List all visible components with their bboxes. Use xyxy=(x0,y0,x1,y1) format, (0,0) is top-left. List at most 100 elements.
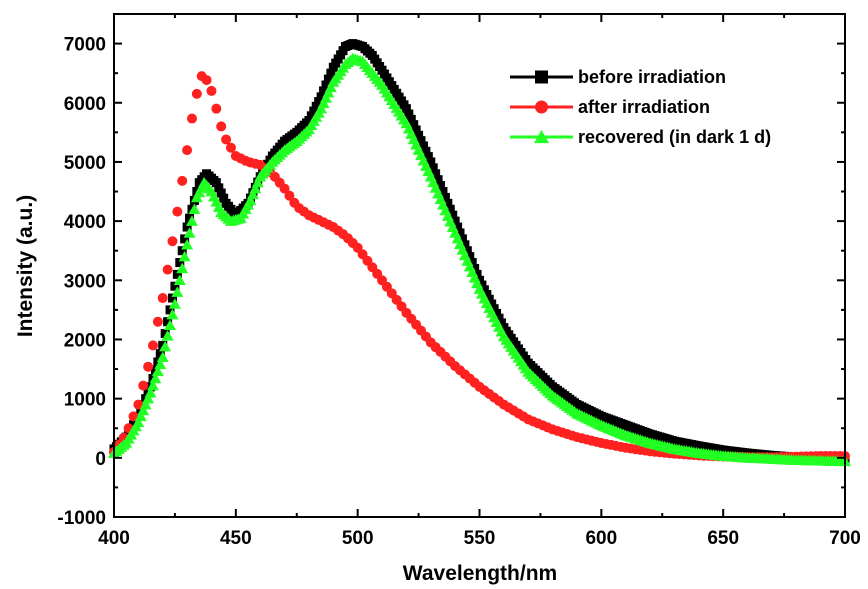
data-point xyxy=(147,340,158,351)
data-point xyxy=(406,114,416,124)
data-point xyxy=(315,102,328,114)
y-tick-label: 4000 xyxy=(64,212,106,233)
data-point xyxy=(477,280,487,290)
data-point xyxy=(144,386,157,398)
data-point xyxy=(251,176,264,188)
legend-label: after irradiation xyxy=(578,97,710,117)
data-point xyxy=(186,113,197,124)
x-axis-title: Wavelength/nm xyxy=(403,562,557,585)
y-tick-label: 1000 xyxy=(64,390,106,411)
data-point xyxy=(467,258,477,268)
data-point xyxy=(489,304,499,314)
data-point xyxy=(319,86,329,96)
data-point xyxy=(171,286,184,297)
data-point xyxy=(322,86,335,98)
data-point xyxy=(317,97,330,109)
data-point xyxy=(161,330,174,341)
data-point xyxy=(404,109,414,119)
data-point xyxy=(137,404,150,416)
legend-item-before-irradiation: before irradiation xyxy=(510,67,726,87)
data-point xyxy=(216,188,226,198)
data-point xyxy=(319,92,332,103)
axis-layer: 400 450 500 550 600 650 700 -1000 0 1000 2000 3000 4… xyxy=(57,14,861,549)
legend-marker xyxy=(535,100,548,114)
data-point xyxy=(183,227,196,238)
data-point xyxy=(249,182,262,194)
data-point xyxy=(156,351,169,362)
legend: before irradiation after irradiation recov… xyxy=(510,67,771,147)
data-point xyxy=(138,380,149,391)
x-tick-label: 500 xyxy=(342,528,374,549)
data-point xyxy=(479,285,489,295)
data-point xyxy=(445,204,455,214)
data-point xyxy=(496,318,506,328)
data-point xyxy=(128,411,139,422)
data-point xyxy=(185,213,195,223)
data-point xyxy=(167,293,177,303)
data-point xyxy=(168,298,181,309)
data-point xyxy=(177,246,187,256)
data-point xyxy=(433,175,443,185)
data-point xyxy=(472,269,482,279)
x-tick-label: 400 xyxy=(98,528,130,549)
legend-label: before irradiation xyxy=(578,67,726,87)
data-point xyxy=(448,210,458,220)
data-point xyxy=(323,74,333,84)
legend-marker xyxy=(535,70,548,84)
legend-item-after-irradiation: after irradiation xyxy=(510,97,710,117)
data-point xyxy=(460,240,470,250)
data-point xyxy=(132,416,145,428)
data-point xyxy=(185,215,198,226)
y-axis-title: Intensity (a.u.) xyxy=(14,195,37,337)
data-point xyxy=(177,175,188,186)
data-point xyxy=(453,222,463,232)
data-point xyxy=(246,188,259,200)
legend-item-recovered: recovered (in dark 1 d) xyxy=(510,127,771,147)
data-point xyxy=(188,203,201,215)
data-point xyxy=(133,399,144,410)
data-point xyxy=(462,246,472,256)
data-point xyxy=(309,106,319,116)
data-point xyxy=(164,319,177,331)
data-point xyxy=(162,264,173,275)
y-tick-label: 5000 xyxy=(64,153,106,174)
data-point xyxy=(146,379,159,391)
data-point xyxy=(165,305,175,315)
data-point xyxy=(172,206,183,217)
data-point xyxy=(465,252,475,262)
data-point xyxy=(182,145,193,156)
data-point xyxy=(321,80,331,90)
data-point xyxy=(175,258,185,268)
data-point xyxy=(219,193,229,203)
data-point xyxy=(401,104,411,114)
data-point xyxy=(418,141,428,151)
data-point xyxy=(306,111,316,121)
x-tick-label: 650 xyxy=(707,528,739,549)
data-point xyxy=(470,263,480,273)
data-point xyxy=(181,239,194,250)
data-point xyxy=(166,308,179,320)
data-point xyxy=(191,88,202,99)
data-point xyxy=(482,289,492,299)
data-point xyxy=(172,269,182,279)
data-point xyxy=(457,234,467,244)
data-point xyxy=(324,81,337,93)
data-point xyxy=(414,130,424,140)
data-point xyxy=(178,250,191,262)
data-point xyxy=(284,190,295,201)
plot-frame xyxy=(113,13,846,518)
data-point xyxy=(314,97,324,107)
data-point xyxy=(201,75,212,86)
data-point xyxy=(409,120,419,130)
data-point xyxy=(173,274,186,286)
data-point xyxy=(214,183,224,193)
data-point xyxy=(225,142,236,153)
series-recovered xyxy=(108,52,851,467)
data-point xyxy=(216,121,227,132)
x-tick-label: 450 xyxy=(220,528,252,549)
y-tick-label: 0 xyxy=(95,449,106,470)
data-point xyxy=(143,361,154,372)
y-tick-label: 7000 xyxy=(64,35,106,56)
y-tick-label: 2000 xyxy=(64,330,106,351)
